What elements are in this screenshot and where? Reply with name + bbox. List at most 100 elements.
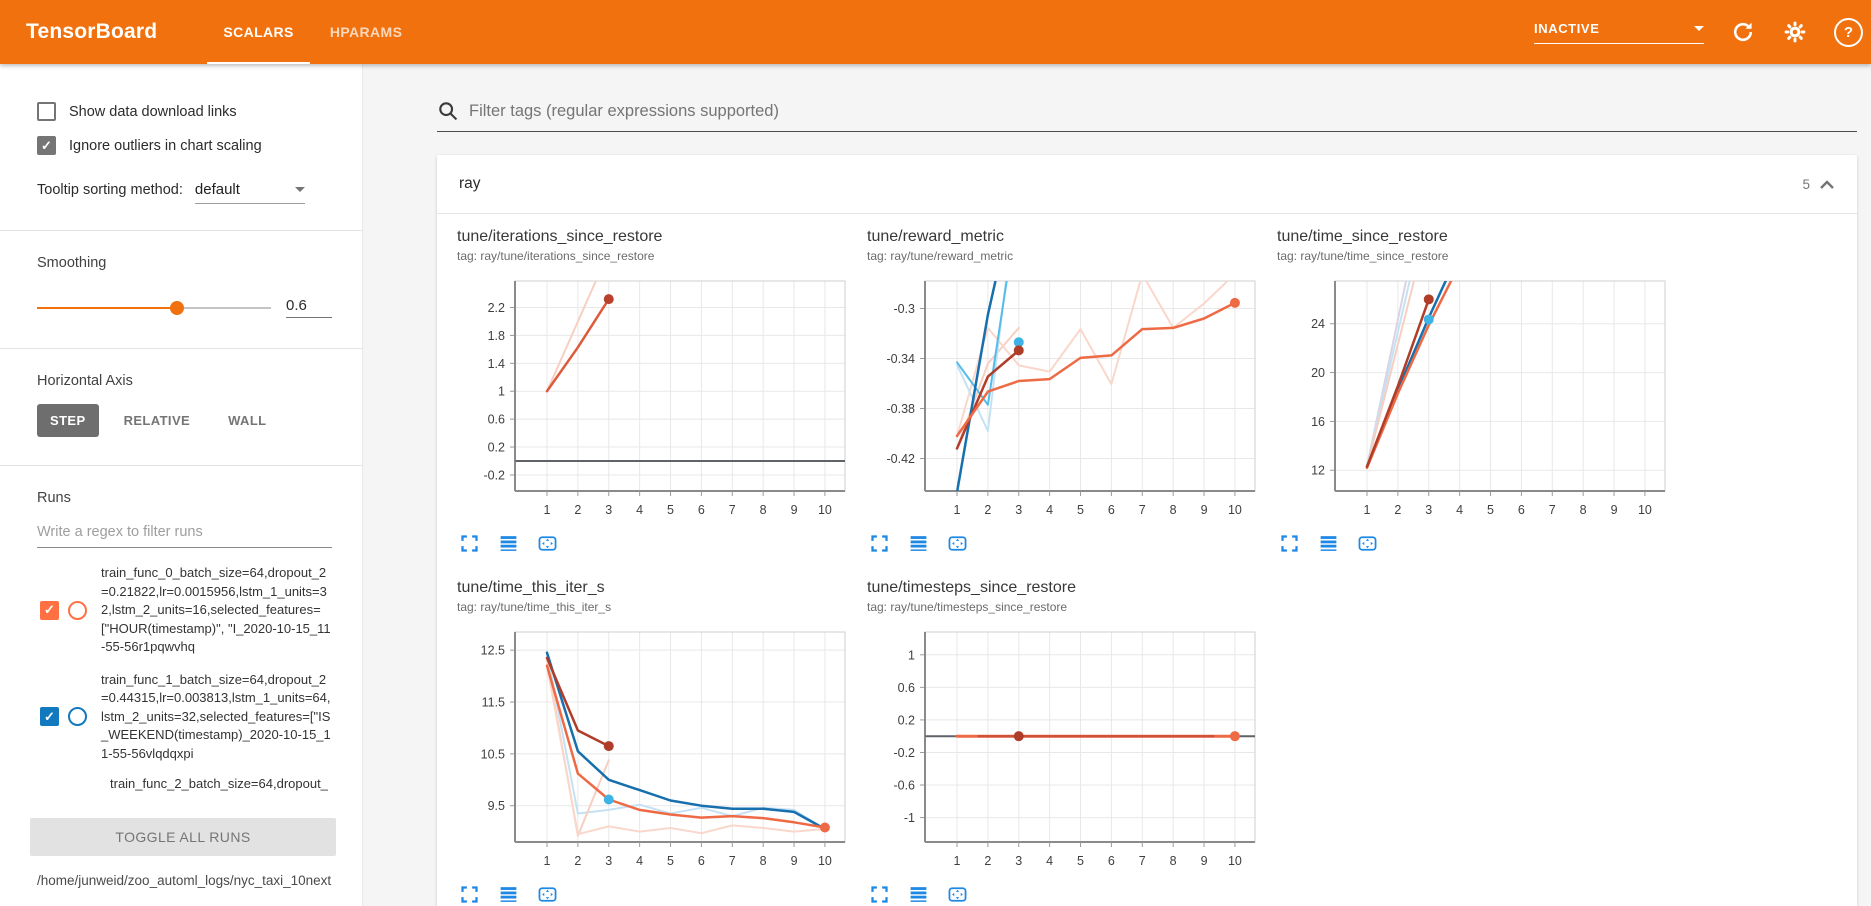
tab-scalars[interactable]: SCALARS [205, 0, 311, 64]
log-scale-icon[interactable] [498, 533, 520, 555]
run-checkbox[interactable] [40, 707, 59, 727]
chart-plot[interactable]: -0.3 -0.34 -0.38 -0.42 1 2 3 4 5 6 7 8 9 10 [867, 275, 1265, 527]
log-directory-path: /home/junweid/zoo_automl_logs/nyc_taxi_1… [37, 873, 332, 888]
smoothing-label: Smoothing [37, 255, 107, 271]
run-name[interactable]: train_func_0_batch_size=64,dropout_2=0.2… [101, 565, 331, 654]
chevron-down-icon [294, 187, 305, 192]
svg-text:2: 2 [984, 854, 991, 868]
svg-text:8: 8 [1170, 503, 1177, 517]
main-area: Filter tags (regular expressions support… [363, 64, 1871, 906]
axis-step-button[interactable]: STEP [37, 404, 99, 437]
smoothing-value[interactable]: 0.6 [286, 297, 332, 318]
svg-text:8: 8 [1170, 854, 1177, 868]
chart-tag: tag: ray/tune/iterations_since_restore [457, 249, 655, 263]
svg-text:8: 8 [760, 854, 767, 868]
run-radio[interactable] [68, 707, 87, 727]
svg-text:0.6: 0.6 [898, 681, 915, 695]
smoothing-slider-row: 0.6 [37, 297, 332, 318]
chart-plot[interactable]: 12.5 11.5 10.5 9.5 1 2 3 4 5 6 7 8 9 10 [457, 626, 855, 878]
log-scale-icon[interactable] [498, 884, 520, 906]
expand-icon[interactable] [459, 533, 481, 555]
svg-text:-0.2: -0.2 [483, 468, 505, 482]
refresh-button[interactable] [1730, 19, 1756, 45]
chart-title: tune/timesteps_since_restore [867, 579, 1076, 596]
chart-card: tune/iterations_since_restore tag: ray/tu… [457, 228, 867, 555]
svg-text:8: 8 [760, 503, 767, 517]
svg-text:9: 9 [791, 854, 798, 868]
expand-icon[interactable] [869, 884, 891, 906]
log-scale-icon[interactable] [908, 533, 930, 555]
settings-button[interactable] [1782, 19, 1808, 45]
chart-plot[interactable]: 1 0.6 0.2 -0.2 -0.6 -1 1 2 3 4 5 6 7 8 9 10 [867, 626, 1265, 878]
tag-group-name: ray [459, 175, 481, 192]
horizontal-axis-label: Horizontal Axis [37, 373, 133, 389]
smoothing-slider[interactable] [37, 300, 271, 315]
expand-icon[interactable] [1279, 533, 1301, 555]
fit-domain-icon[interactable] [1357, 533, 1379, 555]
chart-card: tune/reward_metric tag: ray/tune/reward_m… [867, 228, 1277, 555]
chevron-up-icon[interactable] [1819, 179, 1835, 190]
divider [0, 230, 362, 231]
run-item: train_func_0_batch_size=64,dropout_2=0.2… [37, 564, 332, 657]
fit-domain-icon[interactable] [537, 884, 559, 906]
search-icon [439, 102, 458, 121]
runs-filter-input[interactable]: Write a regex to filter runs [37, 524, 332, 548]
svg-text:4: 4 [1046, 854, 1053, 868]
tooltip-sorting-select[interactable]: default [194, 181, 305, 204]
app-toolbar: TensorBoard SCALARS HPARAMS INACTIVE [0, 0, 1871, 64]
svg-text:1.8: 1.8 [488, 329, 505, 343]
ignore-outliers-label: Ignore outliers in chart scaling [69, 137, 262, 154]
svg-text:6: 6 [1108, 854, 1115, 868]
svg-text:0.2: 0.2 [488, 441, 505, 455]
svg-text:10.5: 10.5 [481, 747, 505, 761]
fit-domain-icon[interactable] [947, 884, 969, 906]
run-item-partial: train_func_2_batch_size=64,dropout_2= [110, 776, 328, 797]
show-download-links-checkbox[interactable] [37, 102, 56, 121]
filter-tags-input[interactable]: Filter tags (regular expressions support… [437, 100, 1857, 132]
tag-group-card: ray 5 tune/iterations_since_restore tag: … [437, 155, 1857, 906]
svg-text:16: 16 [1311, 415, 1325, 429]
expand-icon[interactable] [869, 533, 891, 555]
ignore-outliers-checkbox[interactable] [37, 136, 56, 155]
svg-text:4: 4 [1456, 503, 1463, 517]
fit-domain-icon[interactable] [947, 533, 969, 555]
chart-tag: tag: ray/tune/time_since_restore [1277, 249, 1449, 263]
axis-relative-button[interactable]: RELATIVE [123, 413, 191, 428]
tab-hparams[interactable]: HPARAMS [329, 24, 403, 40]
chart-tag: tag: ray/tune/reward_metric [867, 249, 1014, 263]
horizontal-axis-buttons: STEP RELATIVE WALL [37, 404, 332, 437]
general-options-section: Show data download links Ignore outliers… [0, 64, 362, 230]
help-icon[interactable] [1834, 17, 1863, 47]
run-checkbox[interactable] [40, 600, 59, 620]
chart-plot[interactable]: 2.2 1.8 1.4 1 0.6 0.2 -0.2 1 2 3 4 5 6 7 8 9 10 [457, 275, 855, 527]
svg-text:11.5: 11.5 [482, 696, 505, 710]
toggle-all-runs-button[interactable]: TOGGLE ALL RUNS [30, 818, 336, 856]
axis-wall-button[interactable]: WALL [228, 413, 267, 428]
svg-text:5: 5 [1487, 503, 1494, 517]
gear-icon [1784, 21, 1806, 43]
charts-grid: tune/iterations_since_restore tag: ray/tu… [437, 214, 1857, 906]
filter-tags-placeholder: Filter tags (regular expressions support… [469, 101, 779, 120]
svg-text:2: 2 [1394, 503, 1401, 517]
reload-status-dropdown[interactable]: INACTIVE [1534, 21, 1704, 44]
app-title: TensorBoard [26, 20, 158, 43]
svg-text:4: 4 [636, 503, 643, 517]
show-download-links-row[interactable]: Show data download links [37, 102, 332, 121]
log-scale-icon[interactable] [908, 884, 930, 906]
toolbar-right: INACTIVE [1534, 17, 1871, 47]
run-radio[interactable] [68, 600, 87, 620]
tab-bar: SCALARS HPARAMS [205, 0, 420, 64]
ignore-outliers-row[interactable]: Ignore outliers in chart scaling [37, 136, 332, 155]
expand-icon[interactable] [459, 884, 481, 906]
run-name[interactable]: train_func_1_batch_size=64,dropout_2=0.4… [101, 671, 331, 761]
svg-text:2.2: 2.2 [488, 301, 505, 315]
tag-group-header[interactable]: ray 5 [437, 155, 1857, 214]
slider-handle[interactable] [170, 300, 185, 315]
runs-section: Runs Write a regex to filter runs train_… [0, 466, 362, 844]
chart-title: tune/time_this_iter_s [457, 579, 605, 596]
fit-domain-icon[interactable] [537, 533, 559, 555]
chart-tag: tag: ray/tune/time_this_iter_s [457, 600, 612, 614]
log-scale-icon[interactable] [1318, 533, 1340, 555]
horizontal-axis-section: Horizontal Axis STEP RELATIVE WALL [0, 349, 362, 465]
